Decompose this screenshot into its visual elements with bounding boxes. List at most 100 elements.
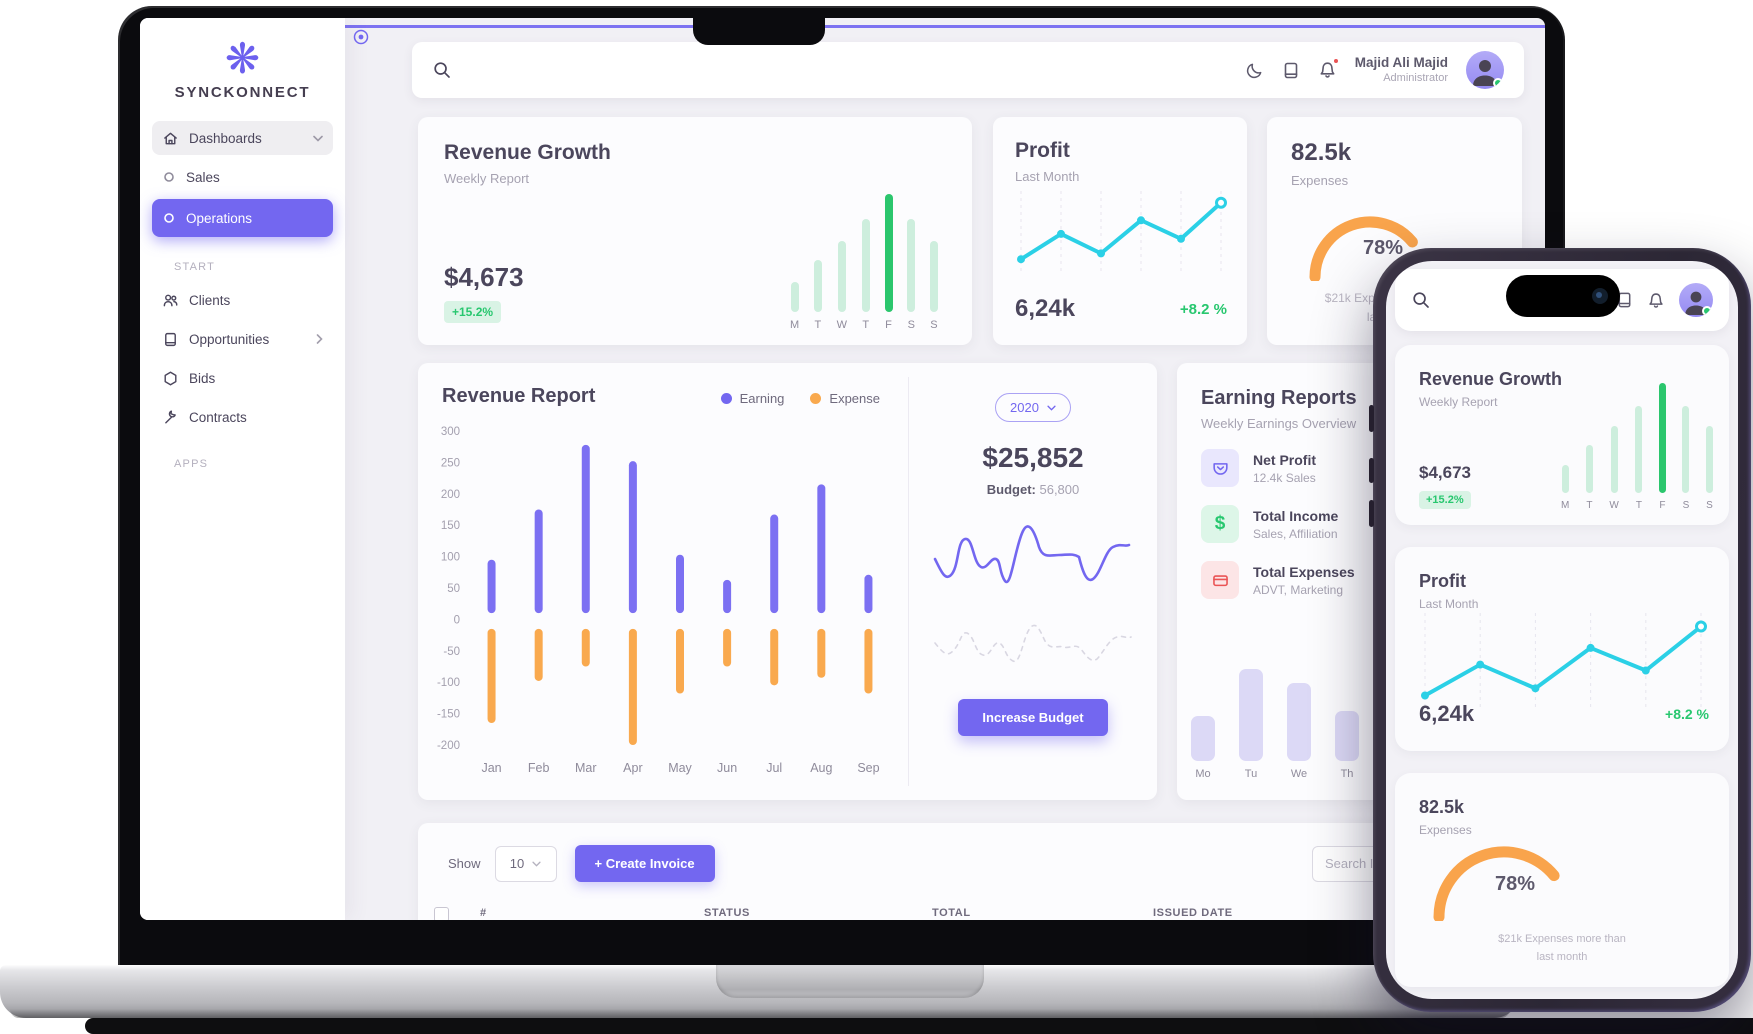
logo-text: SYNCKONNECT xyxy=(174,84,311,101)
sidebar-item-label: Dashboards xyxy=(189,130,262,146)
budget-value: 56,800 xyxy=(1039,482,1080,497)
svg-text:May: May xyxy=(668,761,692,775)
card-subtitle: Weekly Report xyxy=(444,171,530,186)
sidebar-item-operations[interactable]: Operations xyxy=(152,199,333,237)
phone-volume-down-button xyxy=(1369,458,1374,483)
laptop-screen: ❋ SYNCKONNECT Dashboards S xyxy=(140,18,1545,920)
revenue-growth-value: $4,673 xyxy=(444,262,524,292)
search-icon[interactable] xyxy=(1411,290,1431,310)
table-header-total: TOTAL xyxy=(932,907,971,919)
item-subtitle: ADVT, Marketing xyxy=(1253,582,1344,597)
invoice-toolbar-card: Show 10 + Create Invoice # STATUS TOTAL … xyxy=(418,823,1522,920)
credit-card-icon xyxy=(1201,561,1239,599)
online-status-dot xyxy=(1702,306,1712,316)
svg-text:-100: -100 xyxy=(437,677,460,689)
card-subtitle: Weekly Report xyxy=(1419,395,1498,409)
online-status-dot xyxy=(1493,78,1503,88)
revenue-report-title: Revenue Report xyxy=(442,385,596,407)
laptop-base xyxy=(0,965,1520,1018)
user-role: Administrator xyxy=(1383,71,1448,84)
earning-dot-icon xyxy=(720,393,732,404)
card-title: Profit xyxy=(1015,139,1070,162)
accent-topline xyxy=(345,25,1545,28)
logo: ❋ SYNCKONNECT xyxy=(140,18,345,102)
expenses-gauge: 78% xyxy=(1429,837,1579,921)
bell-icon[interactable] xyxy=(1318,57,1340,80)
phone-revenue-growth-card: Revenue Growth Weekly Report $4,673 +15.… xyxy=(1395,345,1729,525)
laptop-mockup: ❋ SYNCKONNECT Dashboards S xyxy=(118,6,1565,965)
budget-panel: 2020 $25,852 Budget: 56,800 Increase Bud… xyxy=(909,363,1157,800)
notification-badge xyxy=(1331,57,1340,65)
increase-budget-button[interactable]: Increase Budget xyxy=(958,699,1108,736)
chevron-down-icon xyxy=(532,861,541,867)
profit-chart xyxy=(1013,189,1229,273)
profit-value: 6,24k xyxy=(1419,701,1475,726)
legend-earning[interactable]: Earning xyxy=(720,391,784,406)
dark-mode-moon-icon[interactable] xyxy=(1245,61,1264,80)
show-label: Show xyxy=(448,856,481,871)
book-icon xyxy=(162,331,179,348)
sidebar-item-opportunities[interactable]: Opportunities xyxy=(152,322,333,356)
invoice-toolbar: Show 10 + Create Invoice xyxy=(448,845,1494,882)
svg-text:-50: -50 xyxy=(443,646,460,658)
search-icon[interactable] xyxy=(432,60,452,80)
sidebar-item-dashboards[interactable]: Dashboards xyxy=(152,121,333,155)
sidebar-item-label: Sales xyxy=(186,169,220,185)
sidebar-item-sales[interactable]: Sales xyxy=(152,160,333,194)
phone-screen: Revenue Growth Weekly Report $4,673 +15.… xyxy=(1386,261,1738,999)
expenses-percent: 78% xyxy=(1363,237,1404,259)
phone-dynamic-island xyxy=(1506,275,1620,317)
year-select[interactable]: 2020 xyxy=(995,393,1071,422)
card-subtitle: Last Month xyxy=(1015,169,1080,184)
expenses-label: Expenses xyxy=(1291,173,1349,188)
revenue-growth-card: Revenue Growth Weekly Report $4,673 +15.… xyxy=(418,117,972,345)
svg-text:Mar: Mar xyxy=(575,761,597,775)
svg-text:200: 200 xyxy=(441,489,460,501)
user-menu[interactable]: Majid Ali Majid Administrator xyxy=(1355,55,1448,86)
chart-legend: Earning Expense xyxy=(720,391,880,406)
phone-expenses-card: 82.5k Expenses 78% $21k Expenses more th… xyxy=(1395,773,1729,987)
expenses-note: $21k Expenses more than last month xyxy=(1395,931,1729,966)
phone-volume-up-button xyxy=(1369,405,1374,432)
revenue-growth-value: $4,673 xyxy=(1419,463,1471,482)
svg-text:-150: -150 xyxy=(437,709,460,721)
revenue-report-card: Revenue Report Earning Expense 300 250 200… xyxy=(418,363,1157,800)
expenses-value: 82.5k xyxy=(1419,797,1465,817)
svg-text:Aug: Aug xyxy=(810,761,832,775)
sidebar-item-label: Bids xyxy=(189,370,216,386)
list-item: Total Income Sales, Affiliation xyxy=(1201,505,1522,543)
item-title: Total Expenses xyxy=(1253,563,1355,580)
phone-profit-card: Profit Last Month 6,24k +8.2 % xyxy=(1395,547,1729,751)
sidebar-item-clients[interactable]: Clients xyxy=(152,283,333,317)
per-page-select[interactable]: 10 xyxy=(494,845,557,882)
create-invoice-button[interactable]: + Create Invoice xyxy=(574,845,715,882)
notebook-icon[interactable] xyxy=(1282,61,1300,80)
sidebar-item-contracts[interactable]: Contracts xyxy=(152,400,333,434)
avatar[interactable] xyxy=(1466,51,1504,89)
item-title: Total Income xyxy=(1253,507,1339,524)
table-header-issued-date: ISSUED DATE xyxy=(1153,907,1233,919)
budget-trend-ghost-chart xyxy=(934,624,1132,662)
expenses-gauge: 78% xyxy=(1305,209,1435,281)
phone-side-button xyxy=(1369,500,1374,527)
legend-expense[interactable]: Expense xyxy=(810,391,880,406)
svg-text:250: 250 xyxy=(441,457,460,469)
legend-label: Expense xyxy=(829,391,880,406)
sidebar-item-bids[interactable]: Bids xyxy=(152,361,333,395)
bell-icon[interactable] xyxy=(1647,291,1665,310)
card-title: Revenue Growth xyxy=(444,141,611,164)
wallet-icon xyxy=(1201,449,1239,487)
earning-reports-chart: Mo Tu We Th xyxy=(1191,666,1359,780)
sidebar-toggle-icon[interactable] xyxy=(352,28,370,46)
avatar[interactable] xyxy=(1679,283,1713,317)
chevron-right-icon xyxy=(316,334,323,344)
svg-text:Feb: Feb xyxy=(528,761,550,775)
laptop-lid-groove xyxy=(716,965,984,998)
svg-text:Jul: Jul xyxy=(766,761,782,775)
select-all-checkbox[interactable] xyxy=(434,907,449,920)
expense-dot-icon xyxy=(810,393,822,404)
sidebar-item-label: Clients xyxy=(189,292,231,308)
expenses-label: Expenses xyxy=(1419,823,1472,837)
